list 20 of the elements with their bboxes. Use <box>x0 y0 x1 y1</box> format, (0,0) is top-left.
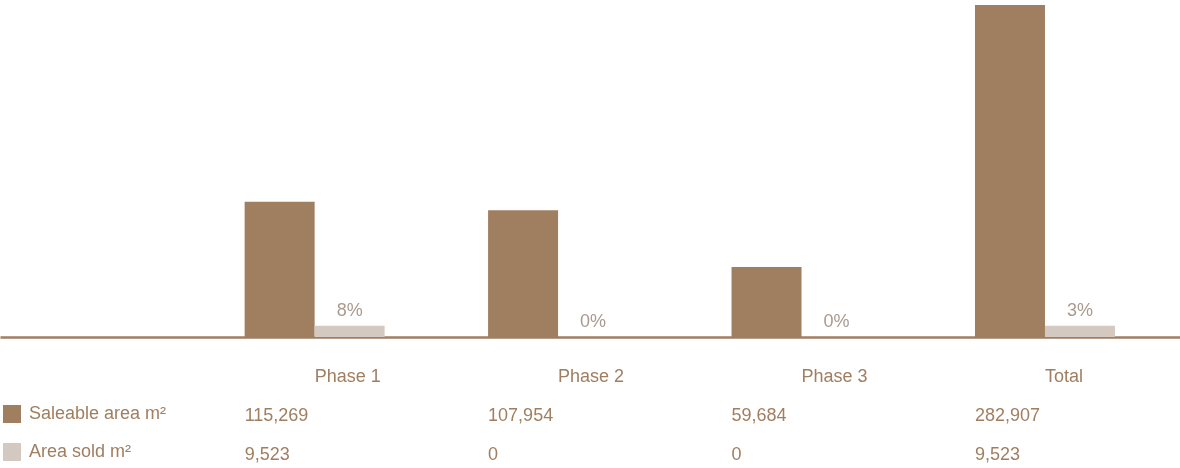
annotation: 8% <box>336 299 363 320</box>
legend-label: Saleable area m² <box>29 403 167 423</box>
x-tick-label: Total <box>1044 365 1084 386</box>
annotation: 0% <box>823 311 850 331</box>
x-tick-label: Phase 3 <box>801 365 868 386</box>
annotation: 0% <box>580 311 607 331</box>
data-label: 0 <box>488 444 499 464</box>
data-label: 59,684 <box>731 405 787 425</box>
data-label: 0 <box>731 444 742 464</box>
data-label: 9,523 <box>974 444 1021 464</box>
bar <box>1044 325 1115 337</box>
data-label: 115,269 <box>244 405 309 425</box>
data-label: 107,954 <box>488 405 554 425</box>
x-tick-label: Phase 2 <box>558 365 625 386</box>
bar <box>314 325 385 337</box>
data-label: 9,523 <box>244 444 290 464</box>
annotation: 3% <box>1066 299 1093 320</box>
data-label: 282,907 <box>974 405 1041 425</box>
x-tick-label: Phase 1 <box>314 365 381 386</box>
legend-label: Area sold m² <box>29 441 132 461</box>
